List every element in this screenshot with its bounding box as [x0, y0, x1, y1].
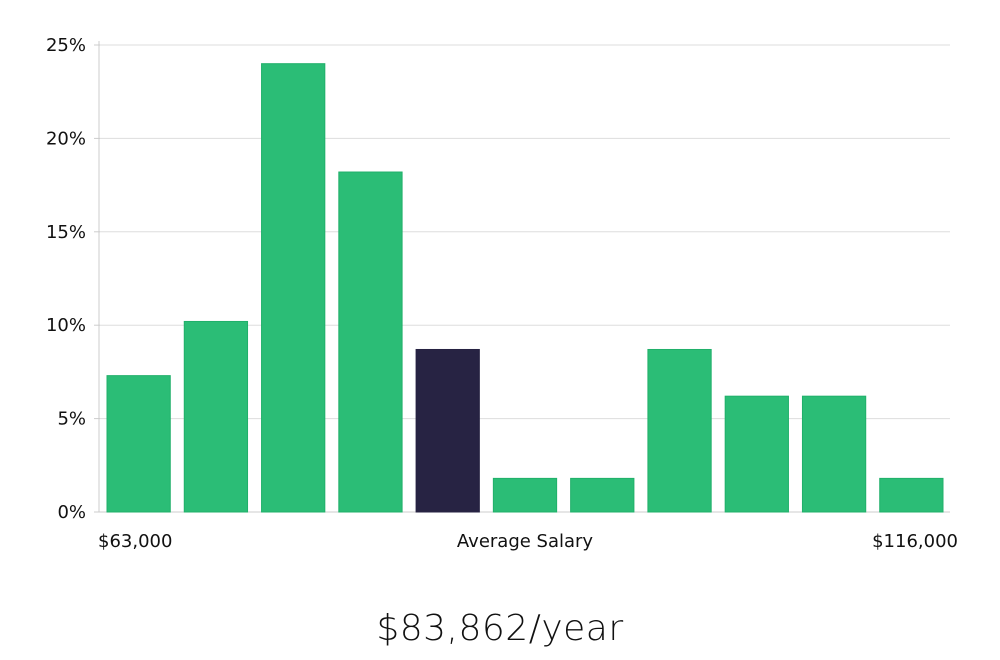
x-axis-labels: $63,000 Average Salary $116,000 [98, 531, 958, 552]
salary-bar [879, 477, 944, 513]
salary-bar [492, 477, 558, 513]
y-tick-label: 15% [46, 222, 86, 243]
salary-bar [261, 63, 326, 513]
salary-bar [338, 171, 403, 513]
y-tick-label: 0% [57, 502, 86, 523]
salary-bar [570, 477, 635, 513]
bars [106, 63, 944, 513]
x-min-label: $63,000 [98, 531, 172, 552]
salary-bar [724, 395, 789, 513]
salary-histogram: 0% 5% 10% 15% 20% 25% $63,000 Average Salary … [46, 35, 958, 552]
average-salary-headline: $83,862/year [376, 608, 624, 649]
salary-bar [106, 375, 171, 513]
salary-bar [183, 320, 249, 513]
y-tick-label: 20% [46, 128, 86, 149]
x-max-label: $116,000 [872, 531, 958, 552]
y-tick-label: 25% [46, 35, 86, 56]
x-center-label: Average Salary [457, 531, 594, 552]
average-salary-bar [415, 348, 480, 513]
y-tick-label: 10% [46, 315, 86, 336]
salary-bar [647, 348, 712, 513]
y-tick-label: 5% [57, 409, 86, 430]
salary-bar [801, 395, 867, 513]
